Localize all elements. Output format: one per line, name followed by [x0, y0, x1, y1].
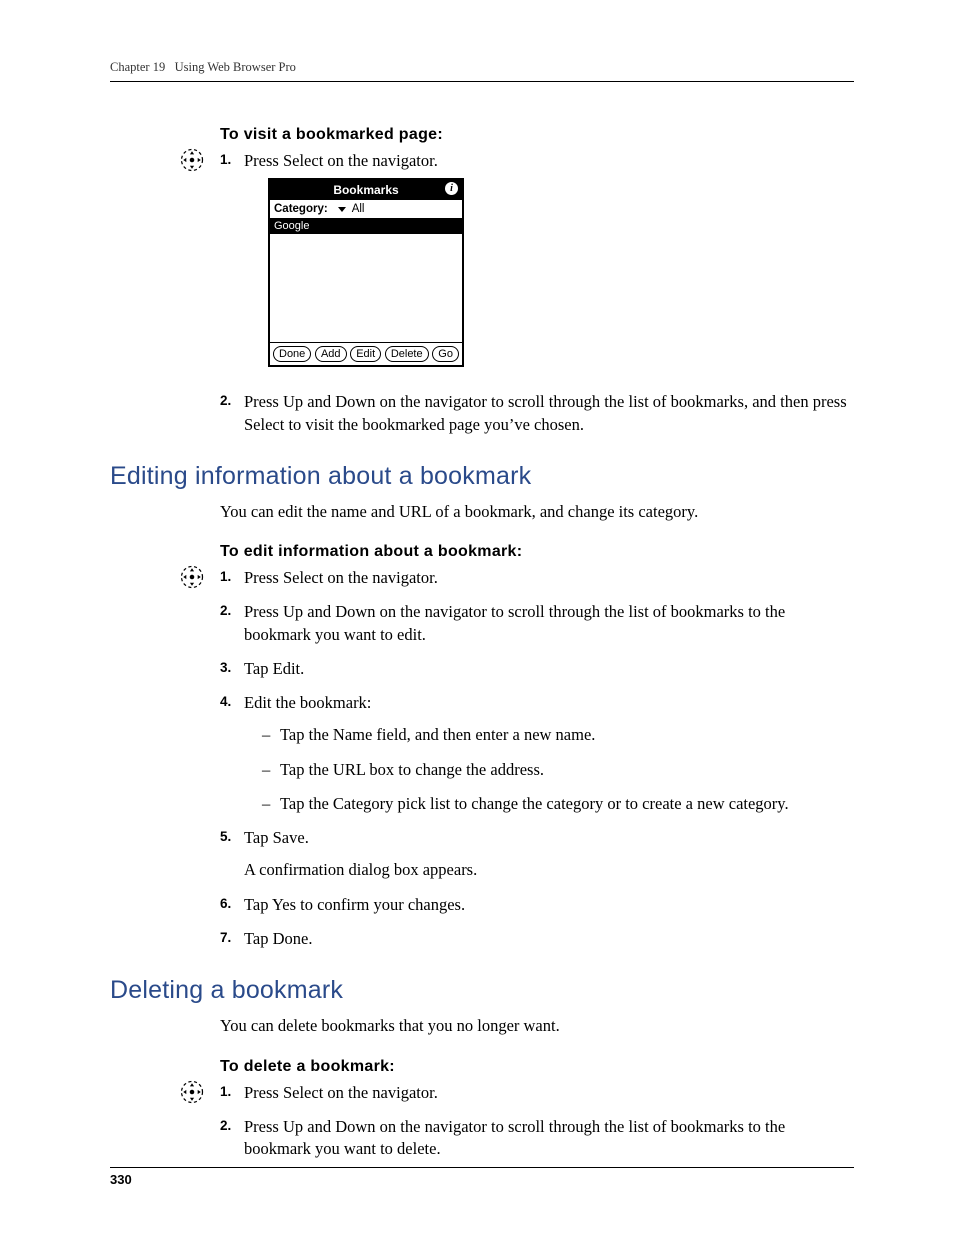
step: Tap Done. [220, 928, 854, 950]
step: Press Select on the navigator. [220, 1082, 854, 1104]
proc-title: To edit information about a bookmark: [220, 543, 854, 561]
navigator-icon [178, 1078, 206, 1111]
heading-editing: Editing information about a bookmark [110, 462, 854, 491]
chapter-label: Chapter 19 [110, 60, 165, 74]
palm-list-area [270, 234, 462, 342]
palm-screenshot: Bookmarks i Category: All Google [268, 178, 464, 367]
palm-btn-add: Add [315, 346, 347, 362]
proc-title: To visit a bookmarked page: [220, 126, 854, 144]
step-text: Press Select on the navigator. [244, 568, 438, 587]
palm-btn-edit: Edit [350, 346, 381, 362]
step-text: Press Up and Down on the navigator to sc… [244, 392, 847, 433]
substep: Tap the Category pick list to change the… [262, 793, 854, 815]
step: Press Up and Down on the navigator to sc… [220, 601, 854, 646]
substep: Tap the Name field, and then enter a new… [262, 724, 854, 746]
step-text: Tap Done. [244, 929, 313, 948]
palm-btn-delete: Delete [385, 346, 429, 362]
intro-editing: You can edit the name and URL of a bookm… [220, 501, 854, 523]
proc-edit: To edit information about a bookmark: Pr… [220, 543, 854, 950]
step: Press Select on the navigator. Bookmarks… [220, 150, 854, 367]
step: Tap Edit. [220, 658, 854, 680]
proc-title: To delete a bookmark: [220, 1058, 854, 1076]
step-note: A confirmation dialog box appears. [244, 859, 854, 881]
palm-category-row: Category: All [270, 200, 462, 219]
category-value: All [352, 202, 365, 218]
step: Press Select on the navigator. [220, 567, 854, 589]
step-text: Press Up and Down on the navigator to sc… [244, 1117, 785, 1158]
dropdown-triangle-icon [338, 207, 346, 212]
navigator-icon [178, 563, 206, 596]
intro-deleting: You can delete bookmarks that you no lon… [220, 1015, 854, 1037]
step: Tap Yes to confirm your changes. [220, 894, 854, 916]
proc-visit: To visit a bookmarked page: Press Select… [220, 126, 854, 436]
palm-button-row: Done Add Edit Delete Go [270, 342, 462, 365]
step: Tap Save. A confirmation dialog box appe… [220, 827, 854, 882]
page-number: 330 [110, 1167, 854, 1187]
step-text: Tap Save. [244, 828, 309, 847]
chapter-title: Using Web Browser Pro [175, 60, 296, 74]
step-text: Tap Yes to confirm your changes. [244, 895, 465, 914]
palm-titlebar: Bookmarks i [270, 180, 462, 200]
step-text: Press Select on the navigator. [244, 151, 438, 170]
palm-title-text: Bookmarks [333, 182, 398, 198]
palm-btn-done: Done [273, 346, 311, 362]
category-label: Category: [274, 202, 328, 218]
substep: Tap the URL box to change the address. [262, 759, 854, 781]
running-head: Chapter 19 Using Web Browser Pro [110, 60, 854, 82]
step-text: Press Select on the navigator. [244, 1083, 438, 1102]
info-icon: i [445, 182, 458, 195]
step: Press Up and Down on the navigator to sc… [220, 391, 854, 436]
proc-delete: To delete a bookmark: Press Select on th… [220, 1058, 854, 1161]
navigator-icon [178, 146, 206, 179]
step: Edit the bookmark: Tap the Name field, a… [220, 692, 854, 815]
step-text: Edit the bookmark: [244, 693, 371, 712]
step-text: Tap Edit. [244, 659, 304, 678]
palm-selected-item: Google [270, 219, 462, 234]
step-text: Press Up and Down on the navigator to sc… [244, 602, 785, 643]
heading-deleting: Deleting a bookmark [110, 976, 854, 1005]
step: Press Up and Down on the navigator to sc… [220, 1116, 854, 1161]
palm-btn-go: Go [432, 346, 459, 362]
